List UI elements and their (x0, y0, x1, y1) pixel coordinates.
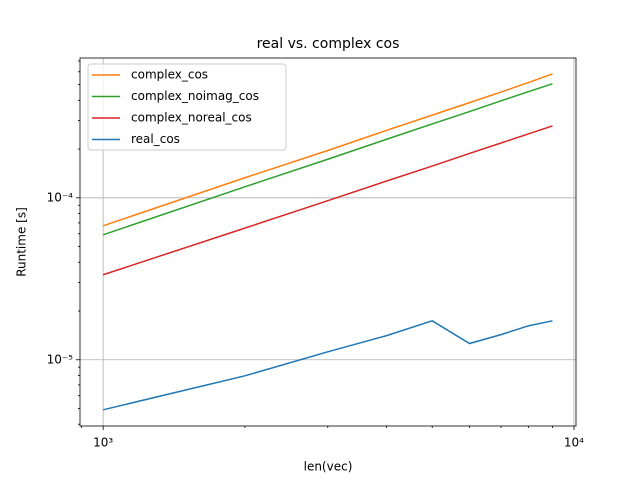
series-line (102, 83, 553, 236)
legend-box (87, 63, 287, 151)
series-line (102, 125, 553, 276)
series-line (102, 319, 553, 411)
x-axis-label: len(vec) (304, 460, 353, 474)
x-tick-label: 10⁴ (564, 436, 584, 450)
chart-title: real vs. complex cos (257, 36, 400, 52)
x-tick-label: 10³ (93, 436, 113, 450)
legend-label: complex_noreal_cos (131, 111, 252, 125)
legend-label: complex_cos (131, 68, 208, 82)
legend-label: real_cos (131, 132, 180, 146)
y-tick-label: 10⁻⁴ (47, 190, 74, 204)
series-line (102, 73, 553, 227)
axes-frame (79, 57, 577, 427)
y-axis-label: Runtime [s] (15, 207, 29, 277)
y-tick-label: 10⁻⁵ (47, 352, 74, 366)
legend-label: complex_noimag_cos (131, 89, 259, 103)
